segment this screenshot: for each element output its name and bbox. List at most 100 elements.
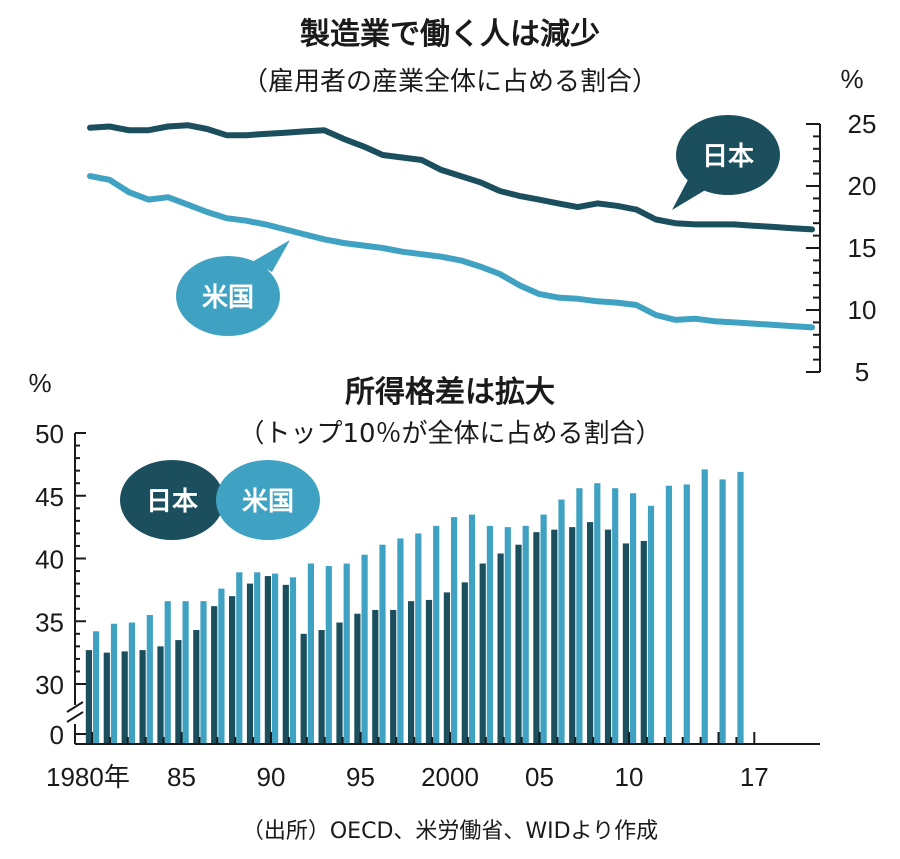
usa-bar — [110, 623, 118, 744]
usa-bar — [468, 514, 476, 744]
japan-bar — [622, 543, 629, 744]
bar-chart-y-tick-label: 30 — [35, 670, 64, 700]
bar-chart-subtitle: （トップ10％が全体に占める割合） — [238, 419, 661, 449]
japan-bar — [354, 613, 361, 744]
usa-bar — [504, 527, 511, 744]
japan-bar — [175, 640, 182, 744]
usa-bar — [415, 533, 422, 744]
usa-bar — [683, 484, 690, 744]
usa-bar — [218, 588, 225, 744]
japan-bar — [336, 622, 343, 744]
japan-bar — [551, 529, 558, 744]
usa-bar — [737, 471, 744, 744]
line-chart-y-tick-label: 5 — [855, 357, 869, 387]
usa-bar — [325, 566, 332, 744]
usa-bar — [451, 517, 458, 744]
bar-chart-x-tick-label: 17 — [740, 762, 769, 792]
japan-bar — [569, 527, 576, 744]
usa-bar — [307, 563, 314, 744]
usa-bar — [433, 525, 440, 744]
japan-bar — [479, 563, 486, 744]
usa-bar — [254, 572, 261, 744]
bar-legend-usa-label: 米国 — [242, 487, 294, 517]
line-chart-y-tick-label: 10 — [848, 295, 877, 325]
line-legend-japan-bubble — [676, 115, 780, 195]
usa-bar — [647, 505, 655, 744]
usa-bar — [522, 525, 529, 744]
japan-bar — [246, 583, 254, 744]
japan-bar — [390, 609, 397, 744]
usa-bar — [558, 499, 565, 744]
bar-chart-y-axis: 50 45 40 35 30 0 — [35, 419, 86, 750]
line-legend-usa-label: 米国 — [202, 283, 254, 313]
japan-bar — [157, 646, 164, 744]
japan-bar — [515, 544, 522, 744]
bar-chart-unit: % — [28, 368, 51, 398]
usa-bar — [719, 479, 726, 744]
usa-bar — [128, 622, 135, 744]
line-legend-japan: 日本 — [672, 115, 780, 210]
bar-chart-x-tick-label: 10 — [615, 762, 644, 792]
bar-chart-x-tick-label: 2000 — [421, 762, 479, 792]
line-legend-usa: 米国 — [176, 240, 290, 336]
line-chart-y-tick-label: 25 — [848, 109, 877, 139]
line-chart-series — [87, 122, 815, 331]
line-chart-y-tick-label: 15 — [848, 233, 877, 263]
usa-bar — [164, 601, 171, 744]
japan-bar — [193, 630, 200, 744]
line-chart-y-axis: 25 20 15 10 5 — [806, 109, 876, 387]
bar-chart-x-tick-label: 85 — [167, 762, 196, 792]
line-chart-title: 製造業で働く人は減少 — [300, 17, 600, 52]
bar-legend-usa-bubble — [216, 460, 320, 540]
bar-legend-japan: 日本 — [120, 460, 224, 540]
usa-bar — [665, 485, 672, 744]
bar-legend-japan-bubble — [120, 460, 224, 540]
japan-bar — [372, 609, 379, 744]
source-note: （出所）OECD、米労働省、WIDより作成 — [242, 819, 658, 844]
bar-chart-y-tick-label: 45 — [35, 482, 64, 512]
usa-bar — [379, 544, 386, 744]
usa-bar — [701, 469, 708, 744]
usa-bar — [272, 573, 279, 744]
bar-chart-title: 所得格差は拡大 — [345, 375, 555, 410]
bar-chart-x-tick-label: 95 — [346, 762, 375, 792]
usa-bar — [361, 554, 368, 744]
usa-bar — [612, 488, 619, 744]
japan-bar — [211, 606, 218, 744]
japan-bar — [533, 532, 540, 744]
usa-bar — [630, 493, 637, 744]
bar-legend-usa: 米国 — [216, 460, 320, 540]
japan-bar — [139, 650, 146, 744]
usa-bar — [397, 538, 404, 744]
japan-bar — [318, 630, 325, 744]
line-legend-usa-bubble — [176, 256, 280, 336]
japan-bar — [300, 633, 307, 744]
usa-bar — [236, 572, 243, 744]
bar-chart-y-tick-label: 35 — [35, 607, 64, 637]
japan-bar — [282, 584, 289, 744]
japan-bar — [425, 599, 433, 744]
japan-bar — [121, 651, 128, 744]
usa-bar — [343, 563, 350, 744]
usa-bar — [576, 488, 583, 744]
line-chart-subtitle: （雇用者の産業全体に占める割合） — [242, 67, 658, 97]
japan-bar — [461, 582, 468, 744]
bar-legend-japan-label: 日本 — [146, 487, 198, 517]
line-legend-japan-label: 日本 — [702, 142, 754, 172]
japan-series-line — [87, 122, 815, 233]
japan-bar — [497, 553, 504, 744]
bar-chart-x-tick-label: 1980年 — [46, 762, 130, 792]
bar-chart-series — [85, 469, 744, 744]
japan-bar — [103, 652, 110, 744]
japan-bar — [408, 601, 415, 744]
japan-bar — [85, 650, 92, 744]
japan-bar — [587, 522, 594, 744]
usa-bar — [289, 577, 297, 744]
usa-bar — [594, 483, 601, 744]
bar-chart-y-tick-label: 0 — [50, 720, 64, 750]
line-legend-usa-pointer — [252, 240, 290, 272]
line-chart-unit: % — [840, 64, 863, 94]
japan-bar — [229, 596, 236, 744]
bar-chart-x-tick-label: 05 — [525, 762, 554, 792]
